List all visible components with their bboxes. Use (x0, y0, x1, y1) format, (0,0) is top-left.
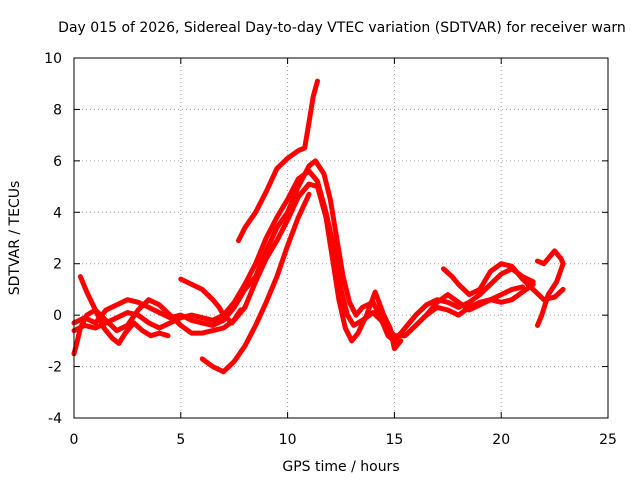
data-series (71, 78, 566, 375)
y-tick-label: 0 (53, 308, 62, 324)
y-tick-label: -4 (48, 411, 62, 427)
x-tick-label: 15 (385, 432, 403, 448)
axis-ticks: 0 5 10 15 20 25 -4 -2 0 2 4 6 8 10 (44, 51, 617, 448)
series-track-9 (535, 248, 566, 328)
series-track-1 (71, 158, 536, 344)
y-tick-label: 4 (53, 205, 62, 221)
series-track-7 (236, 78, 320, 244)
series-track-2 (71, 168, 536, 339)
series-track-4 (77, 274, 171, 346)
x-tick-label: 5 (176, 432, 185, 448)
series-track-3 (71, 181, 404, 357)
series-track-10 (423, 284, 526, 318)
y-tick-label: 8 (53, 102, 62, 118)
plot-frame (73, 57, 609, 419)
x-axis-label: GPS time / hours (282, 459, 399, 475)
series-track-8 (441, 261, 566, 303)
y-tick-label: 2 (53, 257, 62, 273)
x-tick-label: 25 (599, 432, 617, 448)
series-track-5 (178, 276, 244, 326)
x-tick-label: 10 (279, 432, 297, 448)
x-tick-label: 20 (492, 432, 510, 448)
x-tick-label: 0 (70, 432, 79, 448)
series-track-6 (199, 191, 312, 375)
y-tick-label: -2 (48, 360, 62, 376)
grid-lines (74, 58, 608, 418)
y-tick-label: 10 (44, 51, 62, 67)
y-axis-label: SDTVAR / TECUs (7, 181, 23, 296)
chart-title: Day 015 of 2026, Sidereal Day-to-day VTE… (58, 20, 626, 36)
y-tick-label: 6 (53, 154, 62, 170)
